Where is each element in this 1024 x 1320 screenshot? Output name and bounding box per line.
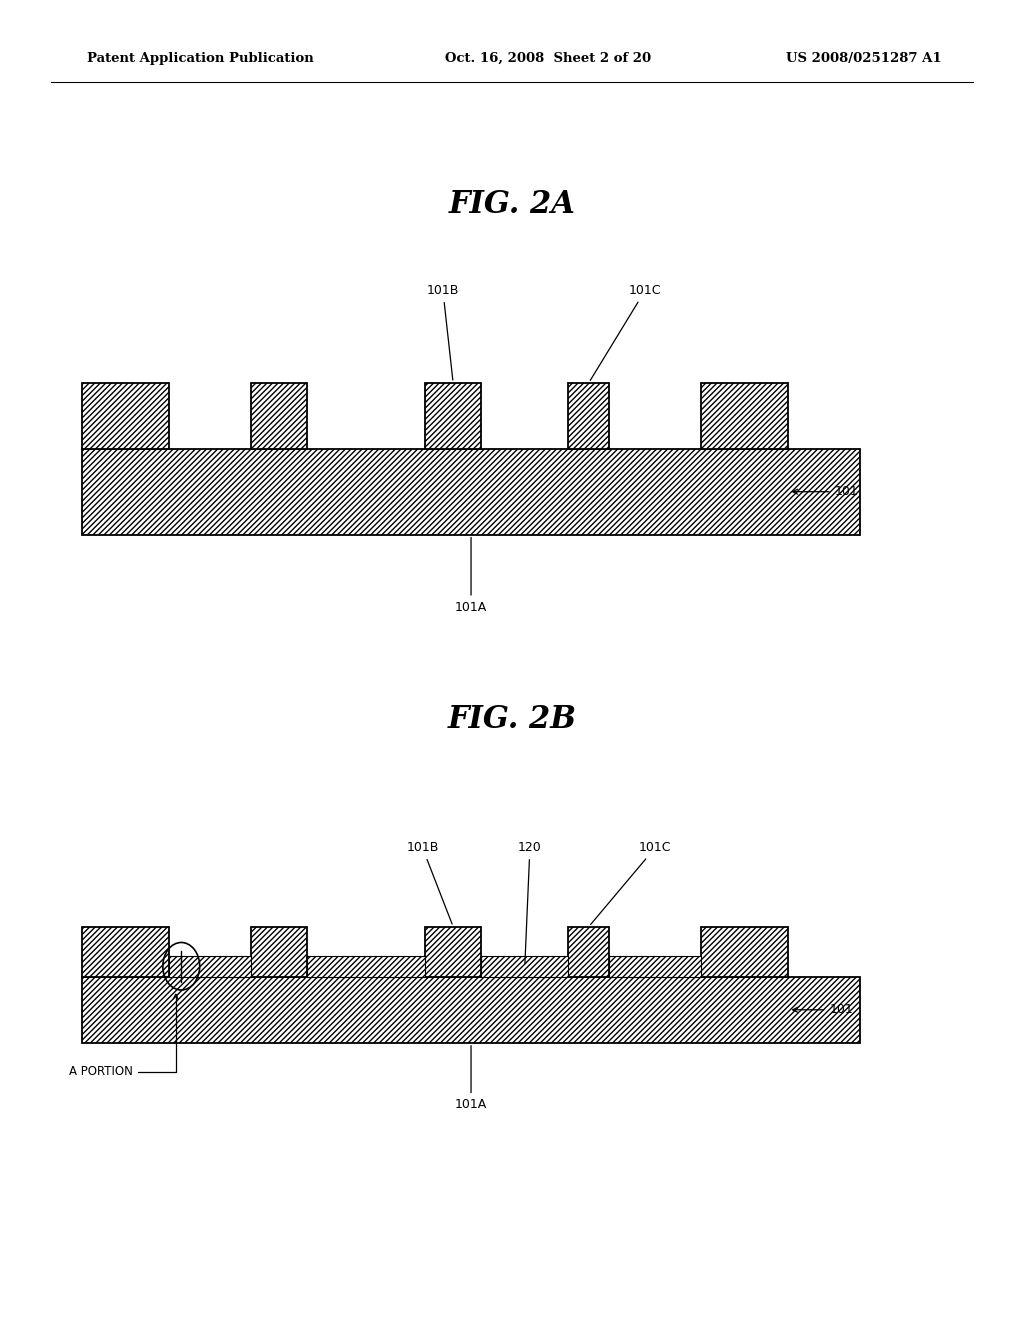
Text: 101B: 101B: [407, 841, 453, 924]
Bar: [82, 383, 169, 449]
Text: 101: 101: [793, 1003, 853, 1016]
Bar: [568, 383, 609, 449]
Bar: [425, 383, 481, 449]
Text: Patent Application Publication: Patent Application Publication: [87, 51, 313, 65]
Text: 101A: 101A: [455, 537, 487, 614]
Text: FIG. 2A: FIG. 2A: [449, 189, 575, 220]
Bar: [568, 927, 609, 977]
Bar: [251, 383, 307, 449]
Bar: [701, 927, 788, 977]
Bar: [82, 449, 860, 535]
Bar: [169, 956, 251, 977]
Text: Oct. 16, 2008  Sheet 2 of 20: Oct. 16, 2008 Sheet 2 of 20: [445, 51, 651, 65]
Text: 101B: 101B: [427, 284, 459, 380]
Bar: [251, 927, 307, 977]
Text: 120: 120: [518, 841, 542, 964]
Bar: [481, 956, 568, 977]
Text: 101C: 101C: [591, 841, 672, 924]
Text: FIG. 2B: FIG. 2B: [447, 704, 577, 735]
Bar: [609, 956, 701, 977]
Text: 101C: 101C: [590, 284, 662, 380]
Bar: [82, 977, 860, 1043]
Text: 101: 101: [793, 486, 858, 498]
Text: 101A: 101A: [455, 1045, 487, 1111]
Bar: [701, 383, 788, 449]
Bar: [82, 927, 169, 977]
Text: A PORTION: A PORTION: [69, 994, 178, 1078]
Text: US 2008/0251287 A1: US 2008/0251287 A1: [786, 51, 942, 65]
Bar: [307, 956, 425, 977]
Bar: [425, 927, 481, 977]
